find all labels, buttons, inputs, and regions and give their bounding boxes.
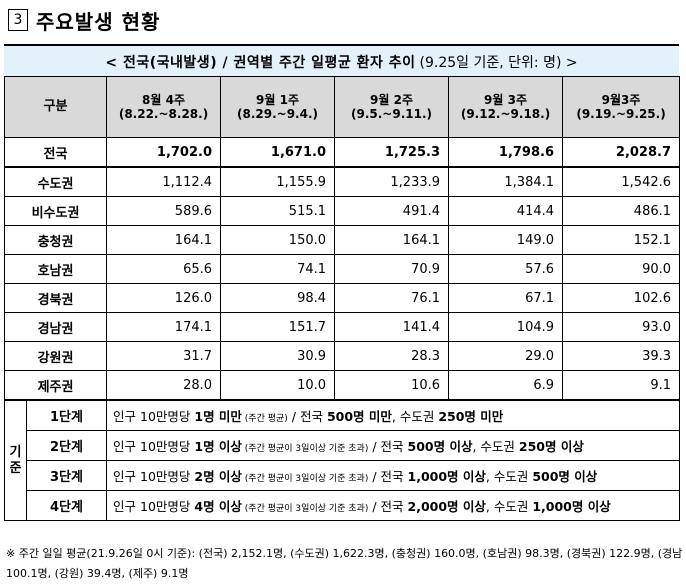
footnote-line: ※ 주간 일일 평균(21.9.26일 0시 기준): (전국) 2,152.1… (6, 547, 682, 560)
table-cell: 102.6 (562, 283, 681, 313)
table-cell: 104.9 (448, 312, 564, 342)
header-row: 구분 8월 4주 (8.22.~8.28.) 9월 1주 (8.29.~9.4.) … (3, 76, 681, 138)
table-row: 충청권 164.1 150.0 164.1 149.0 152.1 (3, 225, 681, 255)
section-title: 주요발생 현황 (36, 9, 161, 34)
table-row: 제주권 28.0 10.0 10.6 6.9 9.1 (3, 370, 681, 401)
level-label: 1단계 (25, 399, 108, 431)
col-header: 9월3주 (9.19.~9.25.) (562, 76, 681, 138)
level-label: 2단계 (25, 430, 108, 461)
table-cell: 164.1 (106, 225, 222, 255)
caption-title: < 전국(국내발생) / 권역별 주간 일평균 환자 추이 (105, 55, 416, 71)
row-label: 제주권 (3, 370, 108, 401)
table-cell: 1,112.4 (106, 166, 222, 197)
weekly-patient-table: 구분 8월 4주 (8.22.~8.28.) 9월 1주 (8.29.~9.4.) … (3, 76, 681, 521)
table-cell: 150.0 (220, 225, 336, 255)
table-cell: 10.6 (334, 370, 450, 401)
table-cell: 1,233.9 (334, 166, 450, 197)
table-caption: < 전국(국내발생) / 권역별 주간 일평균 환자 추이 (9.25일 기준,… (4, 44, 679, 79)
table-cell: 93.0 (562, 312, 681, 342)
table-cell: 67.1 (448, 283, 564, 313)
table-cell: 149.0 (448, 225, 564, 255)
table-cell: 28.3 (334, 341, 450, 371)
table-cell: 65.6 (106, 254, 222, 284)
footnote-line: 100.1명, (강원) 39.4명, (제주) 9.1명 (6, 567, 189, 580)
table-cell: 126.0 (106, 283, 222, 313)
level-description: 인구 10만명당 1명 이상 (주간 평균이 3일이상 기준 초과) / 전국 … (106, 430, 681, 461)
section-header: 3 주요발생 현황 (8, 6, 160, 34)
row-label: 수도권 (3, 166, 108, 197)
row-label: 강원권 (3, 341, 108, 371)
table-cell: 98.4 (220, 283, 336, 313)
table-row: 수도권 1,112.4 1,155.9 1,233.9 1,384.1 1,54… (3, 166, 681, 197)
criteria-row: 4단계 인구 10만명당 4명 이상 (주간 평균이 3일이상 기준 초과) /… (5, 490, 681, 521)
criteria-row: 3단계 인구 10만명당 2명 이상 (주간 평균이 3일이상 기준 초과) /… (5, 460, 681, 491)
caption-meta: (9.25일 기준, 단위: 명) > (419, 55, 578, 71)
table-cell: 2,028.7 (562, 137, 681, 168)
level-description: 인구 10만명당 4명 이상 (주간 평균이 3일이상 기준 초과) / 전국 … (106, 490, 681, 521)
col-header: 8월 4주 (8.22.~8.28.) (106, 76, 222, 138)
table-cell: 74.1 (220, 254, 336, 284)
table-cell: 57.6 (448, 254, 564, 284)
table-cell: 164.1 (334, 225, 450, 255)
table-cell: 141.4 (334, 312, 450, 342)
row-label: 경남권 (3, 312, 108, 342)
table-cell: 152.1 (562, 225, 681, 255)
col-header: 9월 2주 (9.5.~9.11.) (334, 76, 450, 138)
table-cell: 414.4 (448, 196, 564, 226)
table-cell: 1,725.3 (334, 137, 450, 168)
table-cell: 29.0 (448, 341, 564, 371)
table-cell: 486.1 (562, 196, 681, 226)
table-cell: 1,155.9 (220, 166, 336, 197)
table-row: 호남권 65.6 74.1 70.9 57.6 90.0 (3, 254, 681, 284)
table-cell: 76.1 (334, 283, 450, 313)
table-row: 전국 1,702.0 1,671.0 1,725.3 1,798.6 2,028… (3, 137, 681, 168)
footnote: ※ 주간 일일 평균(21.9.26일 0시 기준): (전국) 2,152.1… (6, 544, 682, 584)
table-cell: 1,542.6 (562, 166, 681, 197)
table-row: 경남권 174.1 151.7 141.4 104.9 93.0 (3, 312, 681, 342)
table-row: 경북권 126.0 98.4 76.1 67.1 102.6 (3, 283, 681, 313)
row-label: 경북권 (3, 283, 108, 313)
table-cell: 151.7 (220, 312, 336, 342)
criteria-row: 2단계 인구 10만명당 1명 이상 (주간 평균이 3일이상 기준 초과) /… (5, 430, 681, 461)
row-label: 호남권 (3, 254, 108, 284)
table-cell: 28.0 (106, 370, 222, 401)
section-number: 3 (8, 9, 28, 31)
row-label: 충청권 (3, 225, 108, 255)
table-cell: 1,671.0 (220, 137, 336, 168)
table-cell: 515.1 (220, 196, 336, 226)
table-cell: 39.3 (562, 341, 681, 371)
col-header: 9월 1주 (8.29.~9.4.) (220, 76, 336, 138)
col-header: 9월 3주 (9.12.~9.18.) (448, 76, 564, 138)
corner-header: 구분 (3, 76, 108, 138)
row-label: 비수도권 (3, 196, 108, 226)
table-cell: 10.0 (220, 370, 336, 401)
table-cell: 491.4 (334, 196, 450, 226)
table-cell: 31.7 (106, 341, 222, 371)
table-cell: 30.9 (220, 341, 336, 371)
table-cell: 1,798.6 (448, 137, 564, 168)
table-row: 강원권 31.7 30.9 28.3 29.0 39.3 (3, 341, 681, 371)
row-label: 전국 (3, 137, 108, 168)
table-cell: 6.9 (448, 370, 564, 401)
table-row: 비수도권 589.6 515.1 491.4 414.4 486.1 (3, 196, 681, 226)
table-cell: 1,702.0 (106, 137, 222, 168)
level-label: 3단계 (25, 460, 108, 491)
table-cell: 589.6 (106, 196, 222, 226)
level-description: 인구 10만명당 2명 이상 (주간 평균이 3일이상 기준 초과) / 전국 … (106, 460, 681, 491)
level-description: 인구 10만명당 1명 미만 (주간 평균) / 전국 500명 미만, 수도권… (106, 399, 681, 431)
table-cell: 1,384.1 (448, 166, 564, 197)
table-cell: 9.1 (562, 370, 681, 401)
table-cell: 174.1 (106, 312, 222, 342)
level-label: 4단계 (25, 490, 108, 521)
table-cell: 90.0 (562, 254, 681, 284)
table-cell: 70.9 (334, 254, 450, 284)
